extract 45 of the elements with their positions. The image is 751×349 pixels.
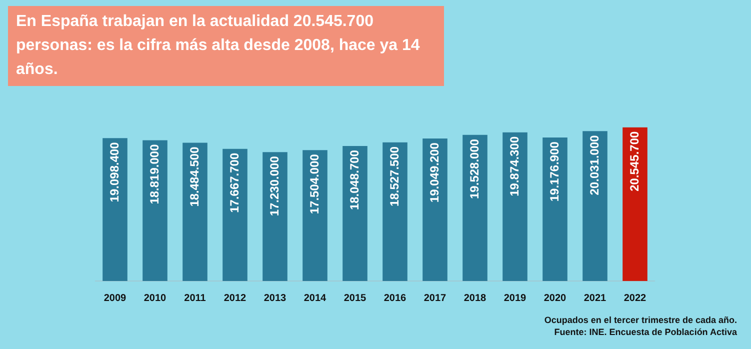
x-tick-label: 2014	[304, 292, 327, 304]
data-label: 19.874.300	[507, 136, 522, 196]
bar	[382, 142, 408, 281]
data-label: 17.504.000	[307, 154, 322, 214]
x-tick-label: 2010	[144, 292, 167, 304]
x-tick-label: 2015	[344, 292, 367, 304]
data-label: 19.049.200	[427, 142, 442, 203]
x-tick-label: 2017	[424, 292, 447, 304]
x-tick-label: 2016	[384, 292, 407, 304]
data-label: 17.667.700	[227, 152, 242, 213]
text: Ocupados en el tercer trimestre de cada año.	[544, 314, 737, 326]
x-tick-label: 2012	[224, 292, 247, 304]
bar	[222, 148, 248, 281]
x-tick-label: 2020	[544, 292, 567, 304]
data-label: 20.545.700	[627, 130, 642, 192]
bar	[422, 138, 448, 281]
bar	[302, 150, 328, 281]
bar	[462, 134, 488, 281]
data-label: 19.098.400	[107, 142, 122, 202]
data-label: 18.819.000	[147, 144, 162, 204]
source-note: Fuente: INE. Encuesta de Población Activa	[553, 326, 737, 338]
x-tick-label: 2019	[504, 292, 527, 304]
bar	[262, 152, 288, 281]
x-tick-label: 2022	[624, 292, 647, 304]
data-label: 18.527.500	[387, 146, 402, 206]
data-label: 17.230.000	[267, 156, 282, 216]
data-label: 20.031.000	[587, 134, 602, 196]
bar	[502, 132, 528, 281]
x-tick-label: 2009	[104, 292, 127, 304]
x-tick-label: 2021	[584, 292, 607, 304]
data-label: 18.484.500	[187, 146, 202, 207]
x-tick-label: 2011	[184, 292, 206, 304]
bar	[182, 142, 208, 281]
bar	[622, 127, 648, 281]
bar	[142, 140, 168, 281]
bar	[102, 138, 128, 281]
bar	[342, 146, 368, 281]
data-label: 19.528.000	[467, 138, 482, 199]
bar	[582, 131, 608, 281]
chart-title: En España trabajan en la actualidad 20.545.700 personas: es la cifra más alta desde 2008, hace ya 14 años.	[8, 6, 444, 86]
x-tick-label: 2018	[464, 292, 487, 304]
data-label: 18.048.700	[347, 150, 362, 210]
x-tick-label: 2013	[264, 292, 287, 304]
data-label: 19.176.900	[547, 141, 562, 202]
bar	[542, 138, 568, 281]
